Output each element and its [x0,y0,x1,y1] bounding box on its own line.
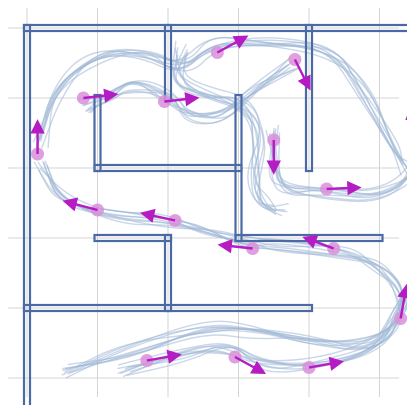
maze-outer-left-wall [22,23,32,405]
trail-layer [32,36,407,379]
agent-arrow [397,283,407,319]
trail-path [42,44,404,166]
trail-path [37,169,403,373]
agent-arrow [146,349,182,364]
maze-wall [22,303,314,313]
agent-arrow [216,35,249,54]
agent-layer [30,35,407,375]
agent-arrow [164,92,200,107]
agent-arrow [293,58,311,91]
trail-path [36,36,407,175]
trail-path [172,40,283,217]
trail-path [33,161,404,371]
agent-arrow [326,180,362,196]
agent-arrow [308,356,345,371]
trail-path [126,302,407,376]
agent-arrow [62,197,98,212]
agent-arrow [302,235,335,250]
trail-path [42,161,401,379]
trail-path [273,130,407,201]
trail-path [36,36,403,161]
agent-dot [394,312,407,325]
agent-arrow [217,239,253,254]
agent-arrow [83,88,119,103]
maze-wall [304,23,314,173]
agent-arrow [140,208,176,223]
trail-path [178,51,289,208]
trail-path [32,42,407,169]
trail-path [41,42,407,162]
agent-arrow [234,355,267,375]
trail-path [173,43,277,215]
